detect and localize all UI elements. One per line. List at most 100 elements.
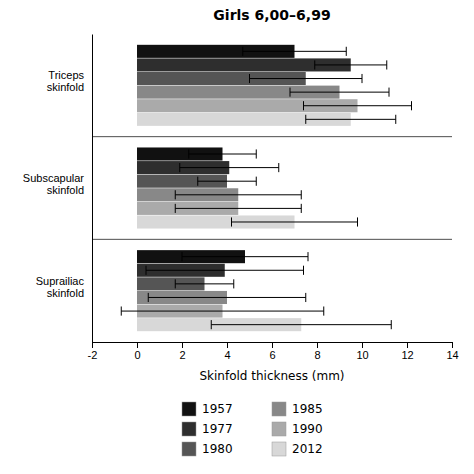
error-bar-cap <box>148 293 149 302</box>
y-tick: Suprailiacskinfold <box>36 275 92 299</box>
error-bar-line <box>180 167 279 168</box>
legend: 195719771980198519902012 <box>182 402 323 456</box>
error-bar-cap <box>303 101 304 110</box>
error-bar <box>175 279 234 288</box>
x-tick-label: 10 <box>356 349 368 361</box>
group-separator <box>92 239 452 240</box>
x-axis-line <box>93 343 453 349</box>
error-bar-cap <box>233 279 234 288</box>
legend-label: 1977 <box>202 422 233 436</box>
series <box>137 86 389 304</box>
x-tick-mark <box>452 342 453 348</box>
error-bar-line <box>250 78 363 79</box>
y-tick-label-line: skinfold <box>47 287 84 299</box>
y-tick: Tricepsskinfold <box>47 69 92 93</box>
y-axis-line <box>92 35 93 343</box>
x-tick-mark <box>182 342 183 348</box>
error-bar-cap <box>249 74 250 83</box>
error-bar-cap <box>395 115 396 124</box>
error-bar-line <box>175 194 301 195</box>
error-bar <box>146 266 304 275</box>
group-separators <box>92 137 452 240</box>
series <box>137 113 396 331</box>
error-bar-line <box>315 64 387 65</box>
error-bar-cap <box>346 47 347 56</box>
plot-area: -202468101214TricepsskinfoldSubscapulars… <box>23 35 459 361</box>
error-bar-cap <box>308 252 309 261</box>
error-bar-cap <box>301 204 302 213</box>
error-bar <box>175 204 301 213</box>
error-bar-cap <box>175 279 176 288</box>
error-bar-cap <box>386 60 387 69</box>
series <box>121 99 411 317</box>
x-tick-label: -2 <box>88 349 98 361</box>
legend-item: 1985 <box>272 402 323 416</box>
error-bar-cap <box>290 88 291 97</box>
error-bar-line <box>121 311 324 312</box>
error-bar <box>232 217 358 226</box>
x-axis-label: Skinfold thickness (mm) <box>199 369 344 383</box>
y-tick-label-line: Subscapular <box>23 172 84 184</box>
error-bar-line <box>148 297 306 298</box>
error-bar-cap <box>305 293 306 302</box>
y-tick-label-line: skinfold <box>47 184 84 196</box>
error-bar-cap <box>256 177 257 186</box>
error-bar-line <box>306 119 396 120</box>
x-tick-label: 4 <box>224 349 230 361</box>
error-bar-cap <box>231 217 232 226</box>
legend-label: 1985 <box>292 402 323 416</box>
error-bar <box>148 293 306 302</box>
error-bar-line <box>290 92 389 93</box>
error-bar <box>175 190 301 199</box>
error-bar-cap <box>179 163 180 172</box>
x-tick-label: 8 <box>314 349 320 361</box>
legend-label: 1990 <box>292 422 323 436</box>
y-axis: TricepsskinfoldSubscapularskinfoldSuprai… <box>23 35 93 343</box>
error-bar-cap <box>303 266 304 275</box>
error-bar-cap <box>357 217 358 226</box>
error-bar-cap <box>121 306 122 315</box>
error-bar-line <box>198 181 257 182</box>
legend-label: 1957 <box>202 402 233 416</box>
x-tick: -2 <box>88 342 98 361</box>
legend-label: 1980 <box>202 442 233 456</box>
x-tick-mark <box>137 342 138 348</box>
error-bar <box>250 74 363 83</box>
error-bar-line <box>232 221 358 222</box>
x-tick-label: 2 <box>179 349 185 361</box>
x-tick-mark <box>227 342 228 348</box>
error-bar-cap <box>146 266 147 275</box>
y-tick: Subscapularskinfold <box>23 172 92 196</box>
error-bar <box>189 149 257 158</box>
x-tick: 12 <box>401 342 413 361</box>
error-bar-line <box>146 270 304 271</box>
x-tick-mark <box>317 342 318 348</box>
x-tick-mark <box>92 342 93 348</box>
x-tick: 8 <box>314 342 320 361</box>
legend-item: 1980 <box>182 442 233 456</box>
marks <box>121 45 411 331</box>
x-tick-label: 6 <box>269 349 275 361</box>
y-tick-label-line: Triceps <box>48 69 84 81</box>
y-tick-label-line: Suprailiac <box>36 275 85 287</box>
error-bar-cap <box>391 320 392 329</box>
error-bar-line <box>182 256 308 257</box>
error-bar-cap <box>301 190 302 199</box>
error-bar <box>304 101 412 110</box>
error-bar-cap <box>211 320 212 329</box>
title: Girls 6,00–6,99 <box>213 7 330 23</box>
x-tick-mark <box>272 342 273 348</box>
y-tick-label: Tricepsskinfold <box>47 69 85 93</box>
error-bar <box>121 306 324 315</box>
error-bar-cap <box>278 163 279 172</box>
legend-swatch <box>272 402 286 416</box>
error-bar-line <box>211 324 391 325</box>
x-tick: 2 <box>179 342 185 361</box>
series <box>137 72 362 290</box>
legend-item: 1957 <box>182 402 233 416</box>
legend-swatch <box>182 402 196 416</box>
legend-swatch <box>272 442 286 456</box>
error-bar-line <box>189 154 257 155</box>
error-bar-line <box>175 208 301 209</box>
error-bar-cap <box>314 60 315 69</box>
